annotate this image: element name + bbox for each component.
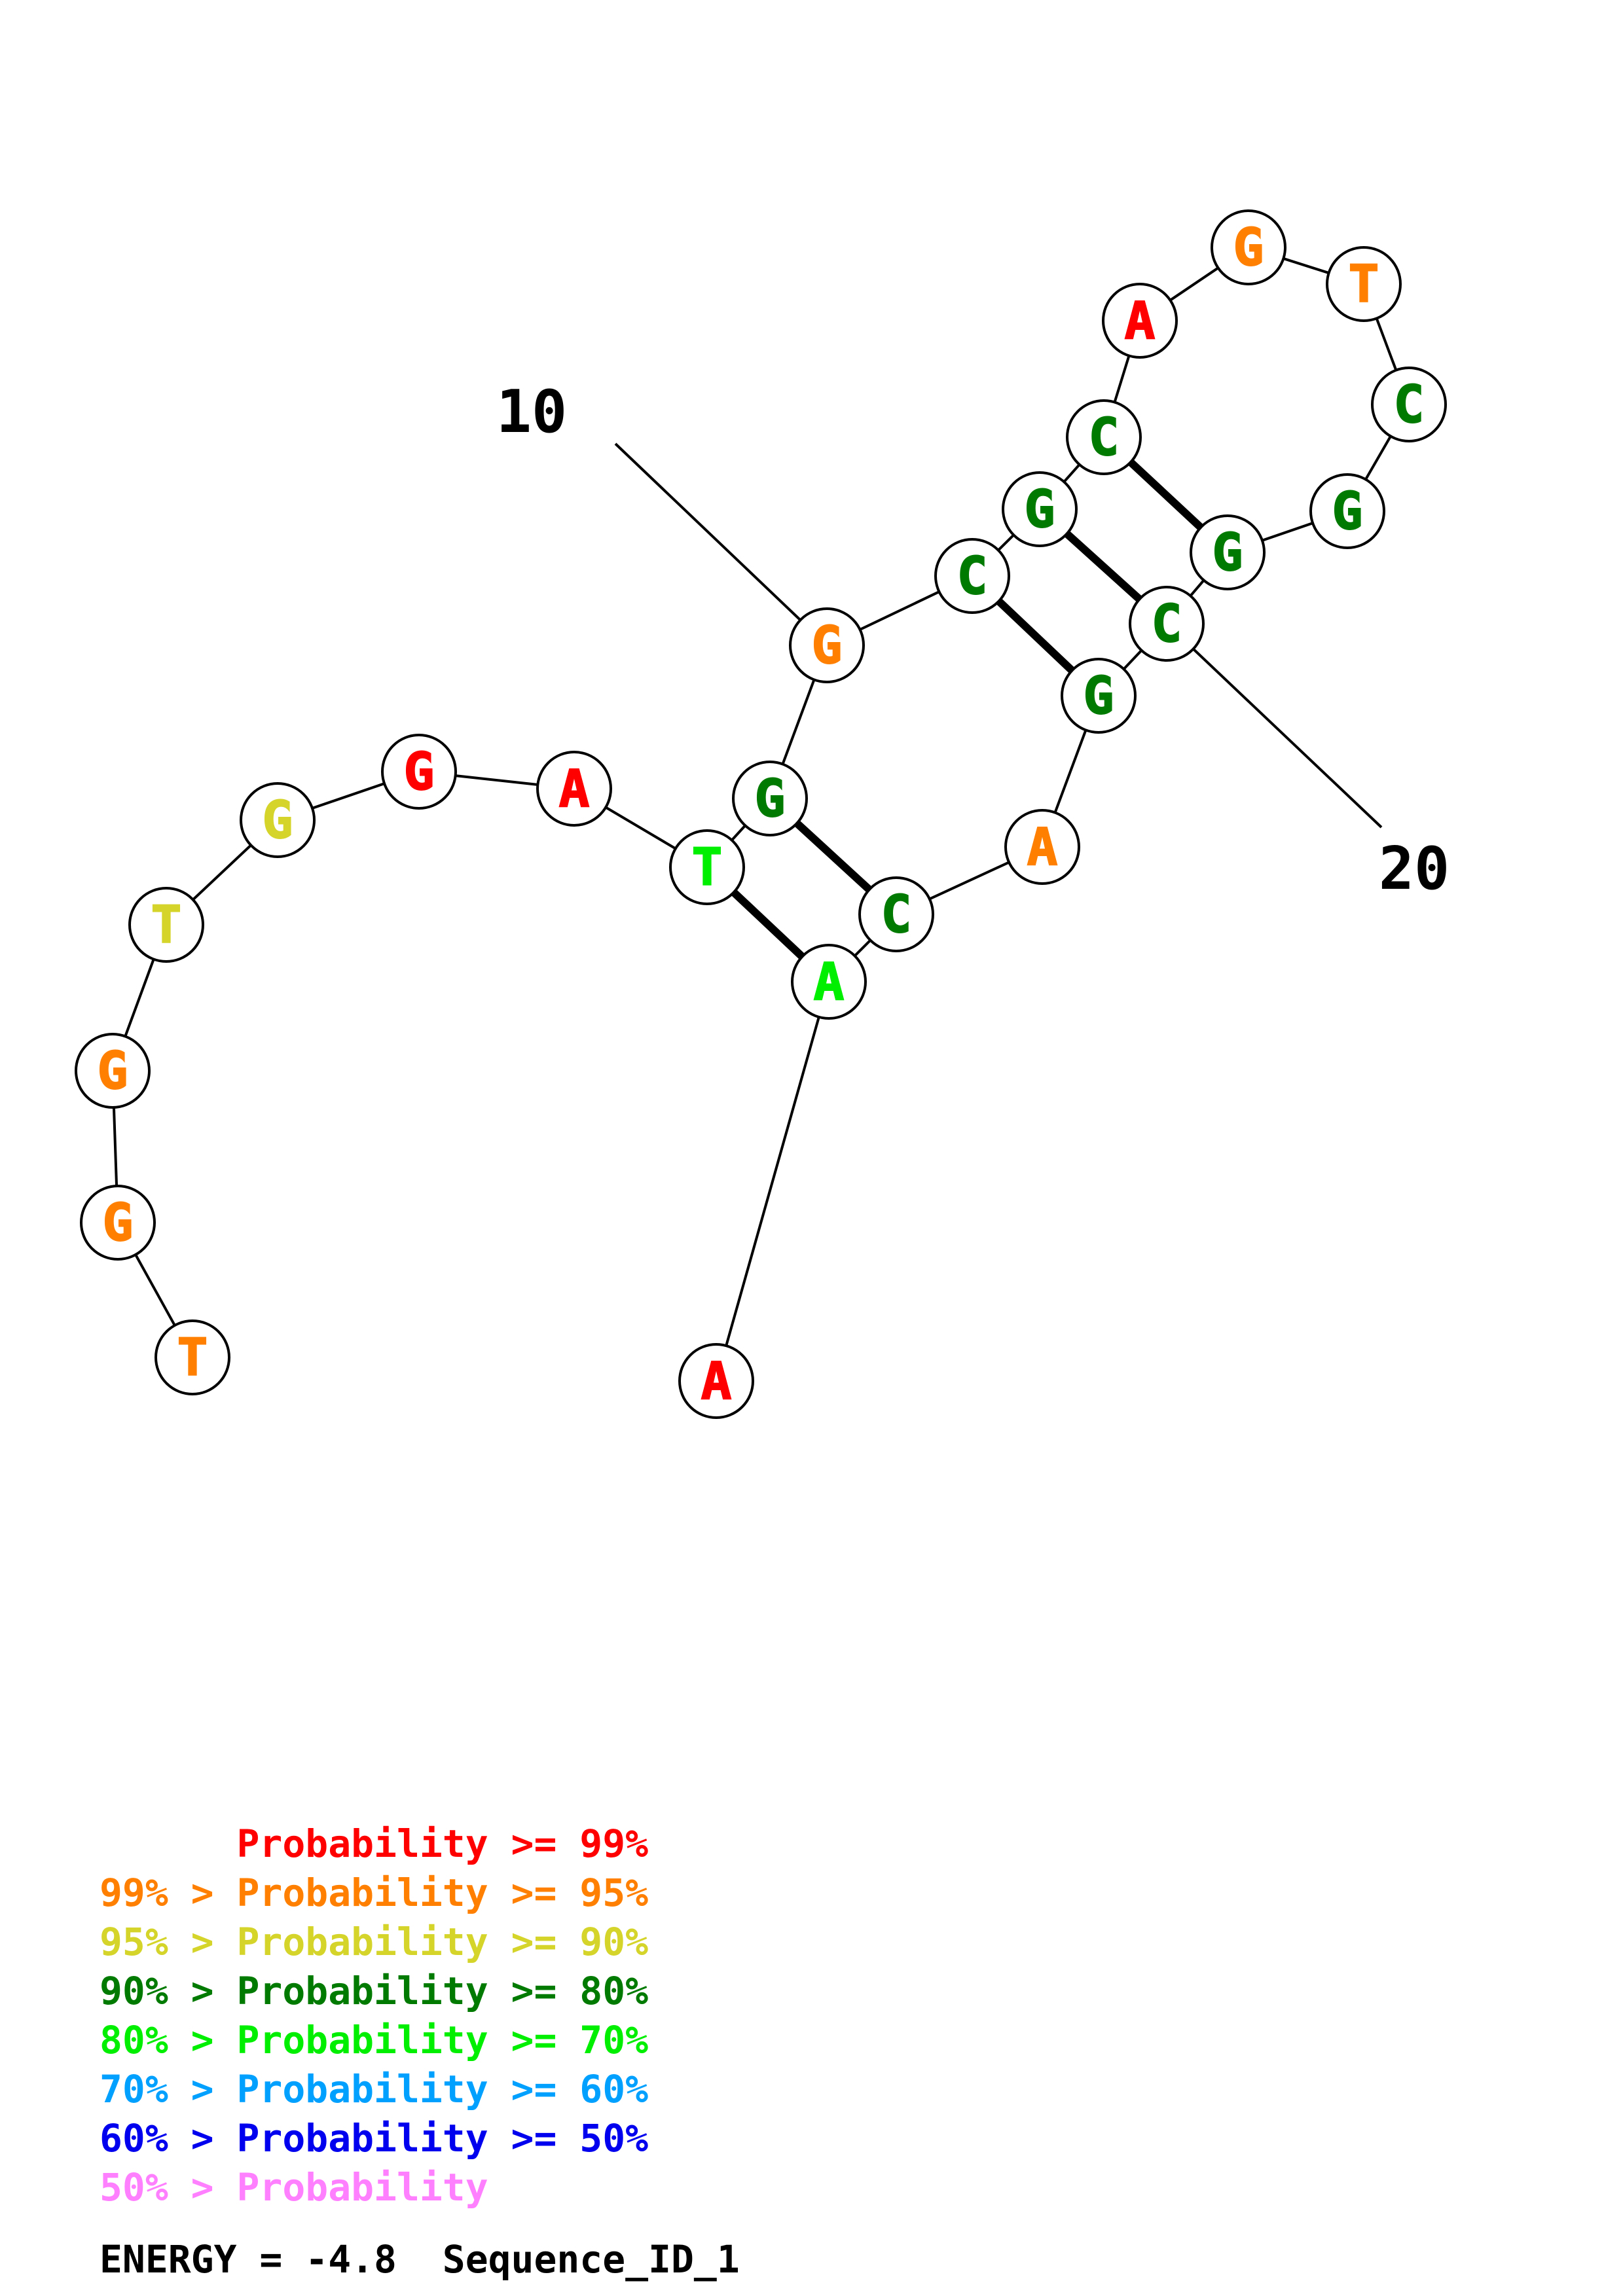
nucleotide-circle [669, 829, 745, 905]
nucleotide-circle [1309, 473, 1385, 549]
legend-entry: 70% > Probability >= 60% [100, 2067, 649, 2111]
legend-entry: 50% > Probability [100, 2165, 488, 2210]
nucleotide-circle [381, 734, 457, 810]
nucleotide-circle [789, 607, 865, 683]
nucleotide: A [1102, 283, 1178, 359]
nucleotide-letter: G [1025, 480, 1055, 539]
nucleotide: G [80, 1185, 156, 1261]
nucleotide-letter: T [177, 1329, 208, 1388]
nucleotide: C [858, 876, 934, 952]
position-label: 10 [496, 378, 567, 446]
nucleotide-letter: C [957, 547, 988, 606]
nucleotide-letter: G [1084, 667, 1114, 726]
backbone-link [715, 981, 830, 1382]
nucleotide-circle [934, 538, 1010, 614]
nucleotide-letter: G [404, 743, 435, 802]
nucleotide-letter: G [755, 770, 786, 829]
nucleotide-letter: G [103, 1194, 134, 1253]
nucleotide-letter: T [151, 896, 182, 955]
nucleotide: C [934, 538, 1010, 614]
nucleotide: G [1002, 471, 1078, 547]
nucleotide: T [669, 829, 745, 905]
nucleotide-letter: A [559, 760, 590, 819]
nucleotide: C [1371, 367, 1447, 442]
nucleotide-circle [1102, 283, 1178, 359]
nucleotide-circle [75, 1033, 151, 1109]
nucleotide-letter: C [881, 886, 912, 944]
nucleotide: G [1309, 473, 1385, 549]
nucleotide-circle [80, 1185, 156, 1261]
nucleotide-letter: G [1213, 524, 1243, 583]
legend-entry: 60% > Probability >= 50% [100, 2116, 649, 2161]
nucleotide-letter: G [1233, 219, 1264, 278]
nucleotide-circle [1004, 809, 1080, 885]
nucleotide: G [75, 1033, 151, 1109]
nucleotide: C [1129, 586, 1205, 662]
nucleotide: G [381, 734, 457, 810]
nucleotide: T [1326, 246, 1402, 322]
nucleotide-circle [128, 887, 204, 963]
nucleotide-letter: T [692, 838, 723, 897]
nucleotide: G [732, 761, 808, 836]
nucleotide-letter: C [1089, 408, 1120, 467]
position-leader-line [614, 442, 828, 647]
nucleotide-letter: G [263, 791, 293, 850]
energy-text: ENERGY = -4.8 [100, 2237, 397, 2282]
nucleotide-letter: A [701, 1352, 732, 1411]
nucleotide: G [1190, 514, 1266, 590]
nucleotide-circle [1129, 586, 1205, 662]
nucleotide: G [240, 782, 316, 858]
nucleotide-circle [240, 782, 316, 858]
nucleotide-letter: A [1125, 292, 1156, 351]
nucleotide-circle [1211, 209, 1286, 285]
nucleotide-letter: A [1027, 818, 1058, 877]
nucleotide-letter: A [814, 953, 845, 1012]
legend-entry: 99% > Probability >= 95% [100, 1871, 649, 1915]
nucleotide-circle [791, 944, 867, 1020]
nucleotide-circle [1371, 367, 1447, 442]
position-leader-line [1165, 622, 1383, 829]
legend-entry: 80% > Probability >= 70% [100, 2018, 649, 2062]
nucleotide-circle [1002, 471, 1078, 547]
nucleotide-letter: G [98, 1042, 128, 1101]
nucleotide-circle [1066, 399, 1142, 475]
nucleotide-circle [1326, 246, 1402, 322]
legend-entry: 90% > Probability >= 80% [100, 1969, 649, 2013]
position-label-layer: 10 20 [496, 378, 1450, 903]
sequence-id-text: Sequence_ID_1 [442, 2237, 740, 2282]
nucleotide-letter: C [1394, 376, 1425, 435]
nucleotide-circle [155, 1319, 230, 1395]
nucleotide-letter: G [1332, 482, 1363, 541]
nucleotide-letter: T [1349, 255, 1379, 314]
nucleotide: A [678, 1343, 754, 1419]
nucleotide: A [1004, 809, 1080, 885]
nucleotide-circle [858, 876, 934, 952]
footer-info: ENERGY = -4.8 Sequence_ID_1 [100, 2237, 740, 2282]
nucleotide-circle [536, 751, 612, 827]
probability-legend: Probability >= 99% 99% > Probability >= 9… [100, 1820, 648, 2212]
nucleotide: T [128, 887, 204, 963]
nucleotide-circle [678, 1343, 754, 1419]
nucleotide-circle [1061, 658, 1137, 734]
nucleotide: C [1066, 399, 1142, 475]
nucleotide: A [536, 751, 612, 827]
nucleotide: T [155, 1319, 230, 1395]
base-pair-layer [704, 434, 1231, 985]
nucleotide: A [791, 944, 867, 1020]
nucleotide: G [1211, 209, 1286, 285]
legend-entry: Probability >= 99% [100, 1821, 649, 1866]
nucleotide-letter: C [1152, 595, 1182, 654]
legend-entry: 95% > Probability >= 90% [100, 1920, 649, 1964]
position-label: 20 [1379, 834, 1450, 903]
nucleotide: G [789, 607, 865, 683]
nucleotide-circle [732, 761, 808, 836]
nucleotide-letter: G [812, 617, 843, 675]
nucleotide: G [1061, 658, 1137, 734]
nucleotide-circle [1190, 514, 1266, 590]
